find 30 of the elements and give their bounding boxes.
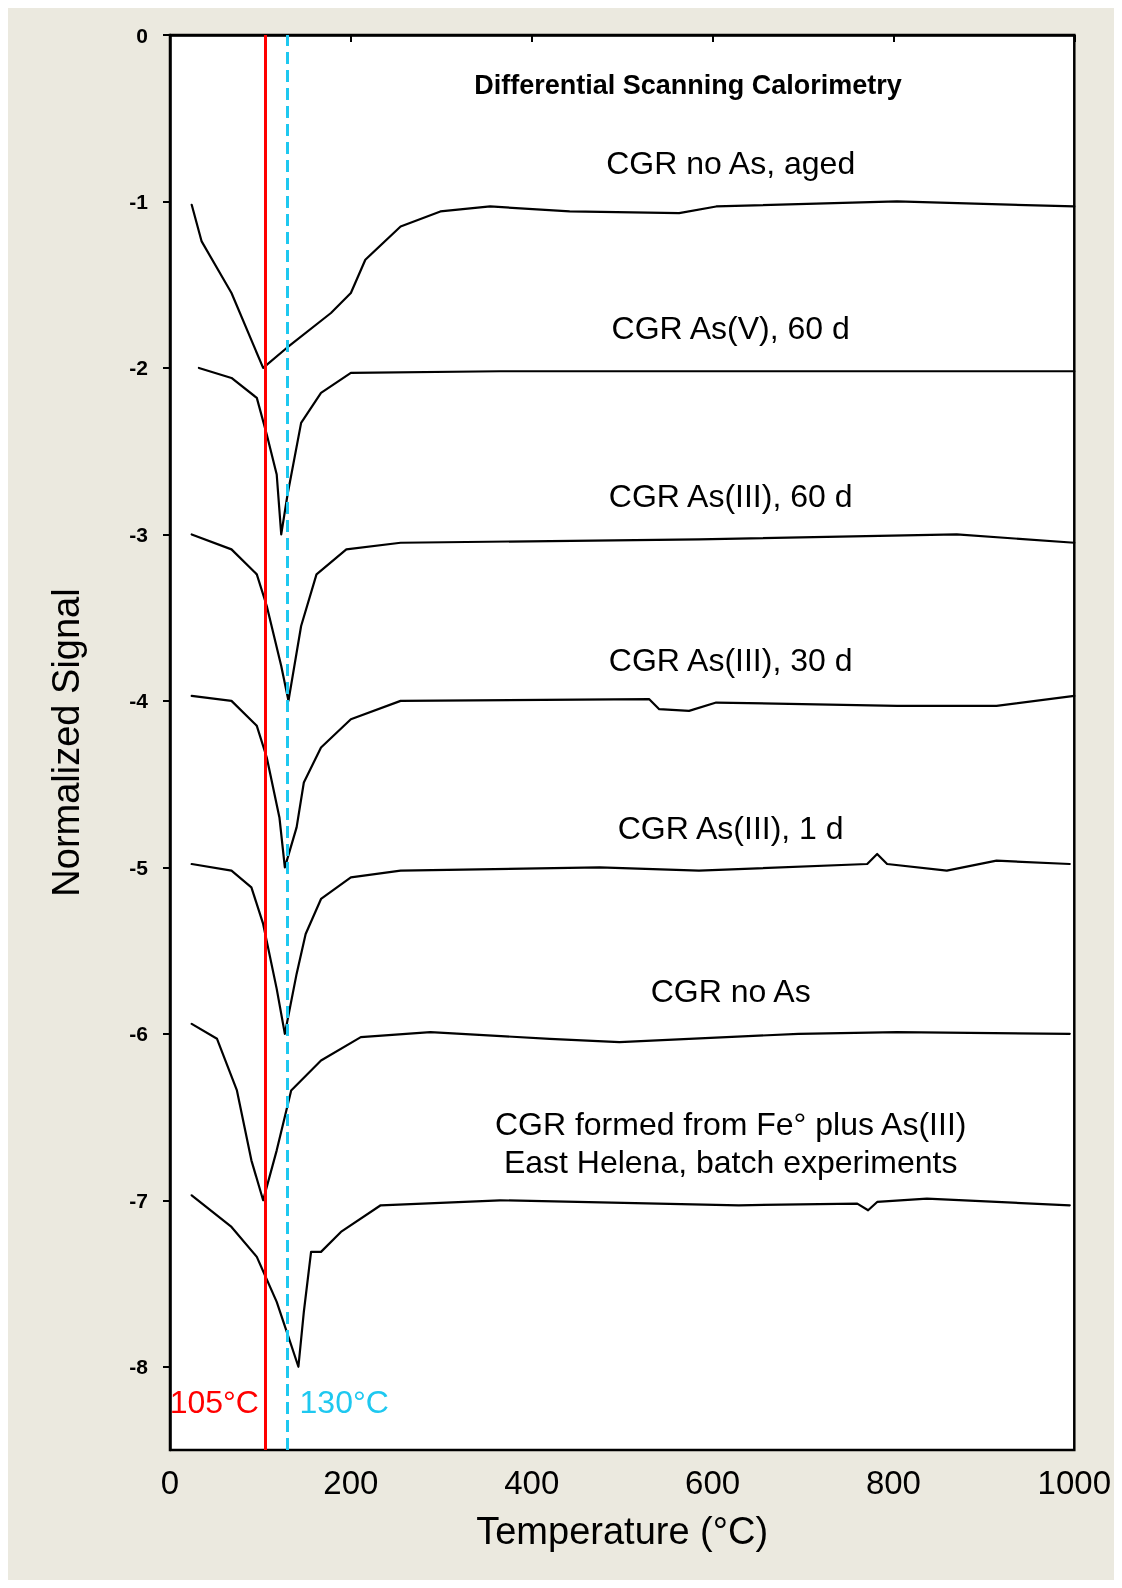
line-series (190, 1022, 1071, 1202)
x-tick-label: 200 (323, 1464, 379, 1501)
y-tick-label: -1 (129, 189, 149, 213)
series-label: CGR As(V), 60 d (611, 310, 850, 347)
x-tick-label: 600 (685, 1464, 741, 1501)
line-series (190, 1194, 1071, 1368)
ref-line-label: 130°C (299, 1384, 389, 1420)
y-tick-label: -2 (129, 356, 148, 380)
y-tick-label: -4 (129, 689, 149, 713)
y-tick-label: -8 (129, 1355, 149, 1379)
x-tick-label: 0 (160, 1464, 180, 1501)
series-label: CGR no As (650, 972, 811, 1009)
line-series (190, 852, 1071, 1035)
series-label: CGR formed from Fe° plus As(III) East Helena, batch experiments (494, 1106, 967, 1181)
x-tick-label: 1000 (1037, 1464, 1111, 1501)
x-axis-title: Temperature (°C) (476, 1510, 769, 1552)
series-label: CGR As(III), 30 d (608, 641, 853, 678)
text: Differential Scanning Calorimetry (474, 69, 902, 100)
y-tick-label: -5 (129, 855, 149, 879)
y-tick-label: -6 (129, 1022, 148, 1046)
series-label: CGR no As, aged (606, 145, 856, 182)
y-tick-label: 0 (136, 23, 148, 47)
x-tick-label: 400 (504, 1464, 560, 1501)
series-label: CGR As(III), 1 d (617, 809, 844, 846)
x-tick-label: 800 (865, 1464, 921, 1501)
ref-line-label: 105°C (169, 1384, 259, 1420)
y-axis-title: Normalized Signal (45, 588, 87, 897)
y-tick-label: -7 (129, 1188, 148, 1212)
y-tick-label: -3 (129, 522, 148, 546)
series-label: CGR As(III), 60 d (608, 478, 853, 515)
